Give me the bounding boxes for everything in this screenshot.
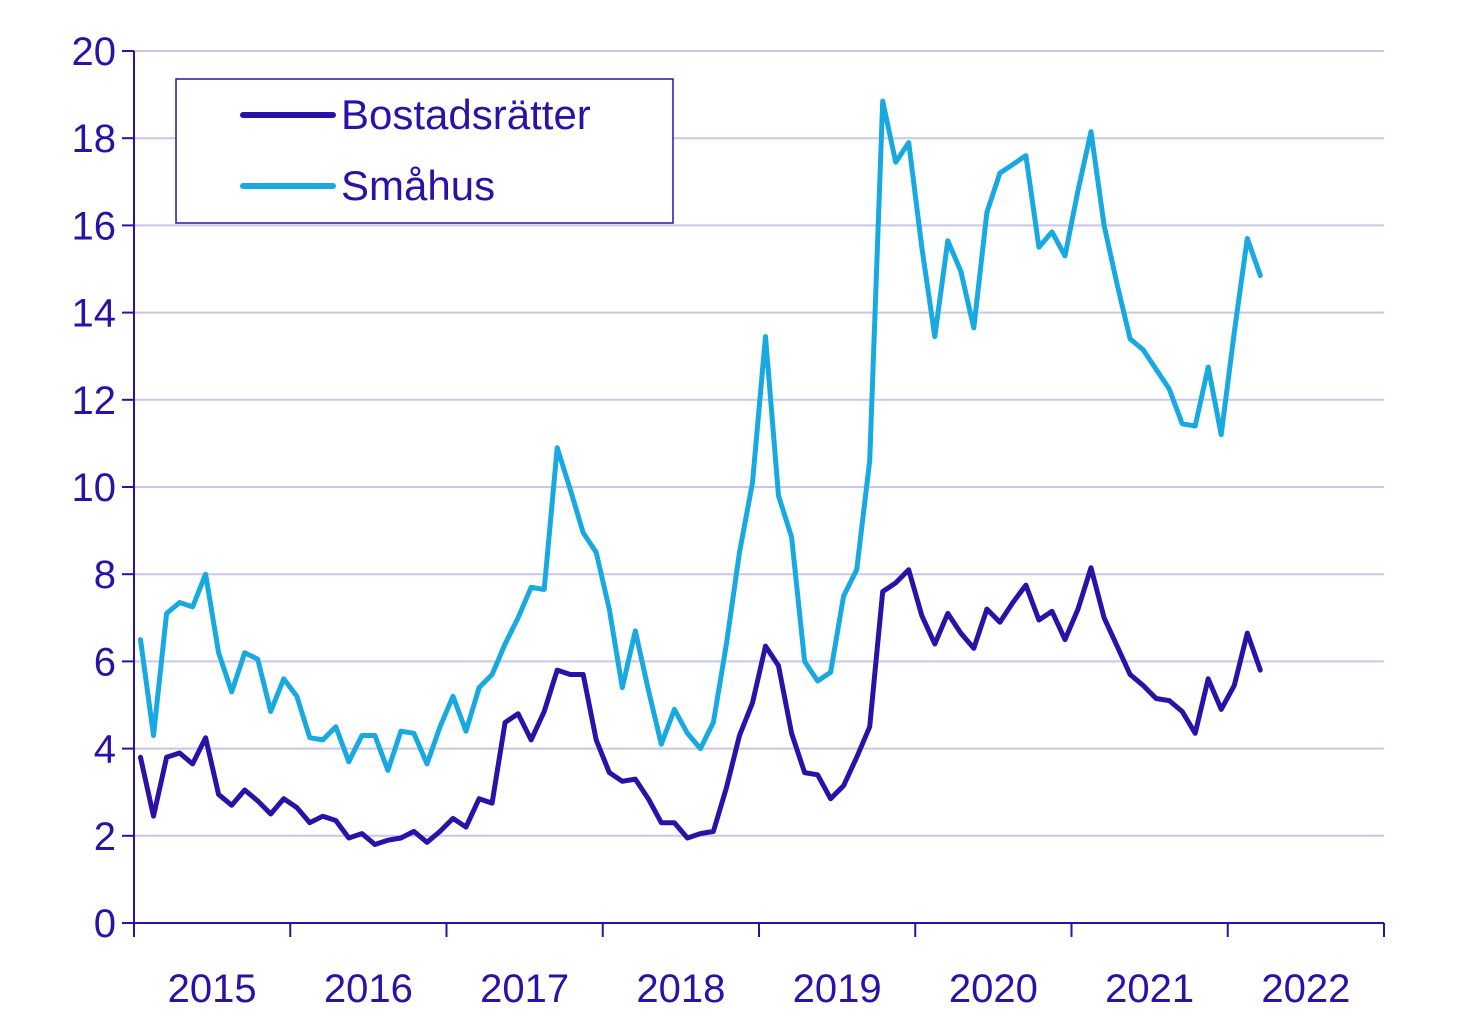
legend-label-bostadsratter: Bostadsrätter: [341, 91, 591, 138]
x-tick-label-2021: 2021: [1105, 967, 1194, 1011]
x-tick-label-2017: 2017: [480, 967, 569, 1011]
y-tick-label-2: 2: [94, 815, 116, 859]
y-tick-label-10: 10: [72, 466, 117, 510]
y-tick-label-8: 8: [94, 553, 116, 597]
y-tick-label-18: 18: [72, 117, 117, 161]
y-tick-labels: 0 2 4 6 8 10 12 14 16 18 20: [72, 30, 117, 946]
series-line-smahus: [138, 98, 1263, 773]
x-tick-labels: 2015 2016 2017 2018 2019 2020 2021 2022: [168, 967, 1351, 1011]
legend-box: [175, 78, 674, 224]
y-tick-label-20: 20: [72, 30, 117, 74]
y-tick-label-16: 16: [72, 204, 117, 248]
x-tick-label-2019: 2019: [793, 967, 882, 1011]
x-tick-label-2022: 2022: [1261, 967, 1350, 1011]
y-tick-label-14: 14: [72, 292, 117, 336]
x-tick-label-2016: 2016: [324, 967, 413, 1011]
y-tick-label-6: 6: [94, 640, 116, 684]
legend-label-smahus: Småhus: [341, 162, 495, 209]
series-line-bostadsratter: [138, 565, 1263, 847]
y-tick-label-4: 4: [94, 728, 116, 772]
y-tick-label-0: 0: [94, 902, 116, 946]
legend: Bostadsrätter Småhus: [175, 78, 674, 224]
x-tick-label-2015: 2015: [168, 967, 257, 1011]
axes: [122, 50, 1385, 937]
x-tick-label-2018: 2018: [636, 967, 725, 1011]
x-tick-label-2020: 2020: [949, 967, 1038, 1011]
series-lines: [138, 98, 1263, 847]
y-tick-label-12: 12: [72, 379, 117, 423]
